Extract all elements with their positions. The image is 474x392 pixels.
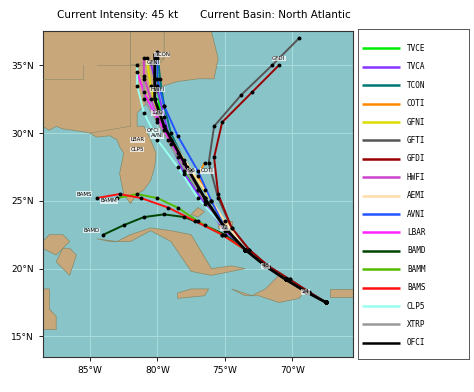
Text: 72: 72: [221, 225, 229, 230]
Text: 48: 48: [262, 263, 269, 269]
Polygon shape: [130, 31, 164, 65]
Polygon shape: [232, 275, 306, 303]
Text: TCON: TCON: [407, 81, 425, 90]
Polygon shape: [191, 208, 205, 217]
Text: OFCI: OFCI: [146, 128, 159, 133]
Polygon shape: [43, 289, 56, 330]
Text: OFCI: OFCI: [407, 338, 425, 347]
Text: BAMM: BAMM: [407, 265, 425, 274]
Text: Current Intensity: 45 kt: Current Intensity: 45 kt: [57, 9, 178, 20]
Text: AEMI: AEMI: [407, 191, 425, 200]
Polygon shape: [178, 289, 209, 298]
Text: BAMM: BAMM: [100, 198, 118, 203]
Text: Current Basin: North Atlantic: Current Basin: North Atlantic: [200, 9, 350, 20]
Text: HWFI: HWFI: [151, 87, 165, 92]
Text: TCON: TCON: [155, 52, 170, 57]
Text: 96: 96: [187, 169, 195, 174]
Text: BAMS: BAMS: [407, 283, 425, 292]
Text: HWFI: HWFI: [407, 173, 425, 182]
Text: BAMD: BAMD: [83, 228, 100, 233]
Text: LBAR: LBAR: [130, 137, 145, 142]
Text: XTRP: XTRP: [407, 320, 425, 329]
Text: 120: 120: [152, 110, 163, 115]
Text: GFDI: GFDI: [272, 56, 285, 61]
Text: TVCE: TVCE: [407, 44, 425, 53]
Polygon shape: [43, 31, 218, 203]
Text: CLP5: CLP5: [130, 147, 144, 152]
Text: GFNI: GFNI: [146, 60, 160, 65]
Text: BAMS: BAMS: [76, 192, 92, 196]
Text: 24: 24: [302, 289, 310, 294]
Polygon shape: [56, 248, 76, 275]
Polygon shape: [97, 228, 245, 275]
Text: LBAR: LBAR: [407, 228, 425, 237]
Text: GFTI: GFTI: [407, 136, 425, 145]
Polygon shape: [43, 235, 70, 255]
Text: BAMD: BAMD: [407, 247, 425, 256]
Text: COTI: COTI: [407, 99, 425, 108]
Text: AVNI: AVNI: [407, 210, 425, 219]
Text: CLP5: CLP5: [407, 301, 425, 310]
Text: GFNI: GFNI: [407, 118, 425, 127]
Polygon shape: [330, 289, 353, 297]
Text: GFDI: GFDI: [407, 154, 425, 163]
Text: AVNI: AVNI: [151, 133, 164, 138]
Text: TVCA: TVCA: [407, 62, 425, 71]
Polygon shape: [218, 221, 232, 228]
Text: COTI: COTI: [201, 169, 213, 174]
